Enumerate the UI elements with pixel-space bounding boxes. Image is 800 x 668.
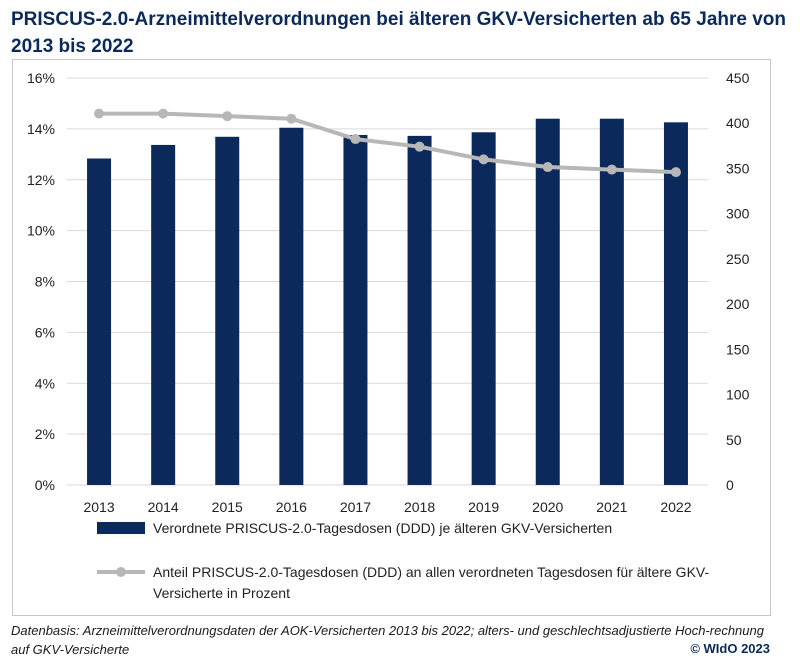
line-point (350, 134, 361, 145)
footnote: Datenbasis: Arzneimittelverordnungsdaten… (11, 623, 764, 657)
bar (407, 135, 432, 485)
legend-swatch-bar (97, 522, 145, 534)
line-point (222, 111, 233, 122)
left-axis-tick-label: 8% (35, 274, 55, 290)
left-axis-tick-label: 14% (27, 121, 55, 137)
right-axis-tick-label: 100 (726, 387, 750, 403)
line-point (158, 108, 169, 119)
line-point (478, 154, 489, 165)
right-axis-tick-label: 350 (726, 160, 750, 176)
x-axis-tick-label: 2018 (404, 499, 435, 515)
copyright: © WIdO 2023 (690, 641, 770, 656)
legend-label-bar: Verordnete PRISCUS-2.0-Tagesdosen (DDD) … (153, 520, 612, 536)
bar (343, 134, 368, 485)
chart-frame: 0% 2% 4% 6% 8% 10% 12% 14% 16% 0 50 100 150 200 250 30… (12, 59, 771, 616)
line-point (606, 164, 617, 175)
x-axis-tick-label: 2022 (660, 499, 691, 515)
x-axis-tick-label: 2013 (83, 499, 114, 515)
x-axis-tick-label: 2014 (148, 499, 179, 515)
x-axis-tick-label: 2016 (276, 499, 307, 515)
right-axis-tick-label: 150 (726, 341, 750, 357)
right-axis-tick-label: 450 (726, 70, 750, 86)
right-axis-tick-label: 50 (726, 432, 742, 448)
chart-svg: 0% 2% 4% 6% 8% 10% 12% 14% 16% 0 50 100 150 200 250 30… (27, 70, 750, 601)
right-axis-tick-label: 200 (726, 296, 750, 312)
right-axis-ticks: 0 50 100 150 200 250 300 350 400 450 (726, 70, 750, 493)
right-axis-tick-label: 400 (726, 115, 750, 131)
bar (279, 127, 304, 485)
bar-series (87, 118, 688, 485)
line-point (414, 141, 425, 152)
legend: Verordnete PRISCUS-2.0-Tagesdosen (DDD) … (97, 520, 709, 601)
bar (151, 144, 176, 485)
left-axis-tick-label: 16% (27, 70, 55, 86)
line-series (94, 108, 681, 178)
left-axis-tick-label: 12% (27, 172, 55, 188)
left-axis-tick-label: 4% (35, 375, 55, 391)
bar (599, 118, 624, 485)
left-axis-tick-label: 10% (27, 223, 55, 239)
x-axis-tick-label: 2020 (532, 499, 563, 515)
line-point (542, 162, 553, 173)
right-axis-tick-label: 0 (726, 477, 734, 493)
x-axis-tick-label: 2015 (212, 499, 243, 515)
bar (215, 136, 240, 485)
x-axis-tick-label: 2021 (596, 499, 627, 515)
chart-title: PRISCUS-2.0-Arzneimittelverordnungen bei… (11, 9, 787, 57)
x-axis-tick-label: 2017 (340, 499, 371, 515)
line-point (94, 108, 105, 119)
line-point (286, 113, 297, 124)
left-axis-tick-label: 0% (35, 477, 55, 493)
left-axis-ticks: 0% 2% 4% 6% 8% 10% 12% 14% 16% (27, 70, 55, 493)
x-axis-tick-label: 2019 (468, 499, 499, 515)
line-path (99, 111, 677, 175)
legend-swatch-marker (116, 567, 126, 577)
left-axis-tick-label: 2% (35, 426, 55, 442)
bar (663, 122, 688, 485)
legend-label-line: Anteil PRISCUS-2.0-Tagesdosen (DDD) an a… (153, 564, 709, 601)
right-axis-tick-label: 250 (726, 251, 750, 267)
x-axis-ticks: 2013 2014 2015 2016 2017 2018 2019 2020 2021 2022 (83, 499, 691, 515)
bar (535, 118, 560, 485)
bar (471, 132, 496, 485)
right-axis-tick-label: 300 (726, 206, 750, 222)
left-axis-tick-label: 6% (35, 324, 55, 340)
bar (87, 158, 112, 485)
line-point (670, 167, 681, 178)
